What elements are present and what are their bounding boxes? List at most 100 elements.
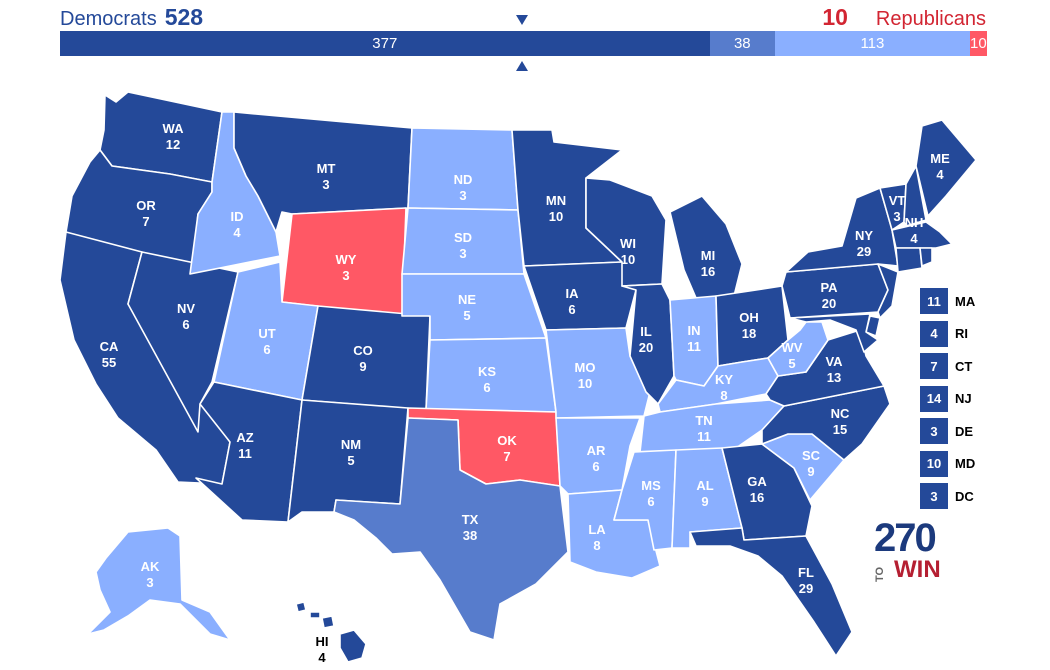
small-state-ev-box[interactable]: 3 — [920, 483, 948, 509]
state-label-VA-ev: 13 — [827, 370, 841, 385]
state-label-ME-ev: 4 — [936, 167, 944, 182]
state-MO[interactable] — [545, 327, 651, 419]
state-HI[interactable] — [339, 629, 367, 663]
state-label-FL-ev: 29 — [799, 581, 813, 596]
state-label-AK-abbr: AK — [141, 559, 160, 574]
small-state-MD[interactable]: 10 MD — [920, 450, 975, 477]
state-label-UT-ev: 6 — [263, 342, 270, 357]
state-label-HI-abbr: HI — [316, 634, 329, 649]
small-state-ev-box[interactable]: 10 — [920, 450, 948, 477]
state-label-KS-ev: 6 — [483, 380, 490, 395]
state-label-KS-abbr: KS — [478, 364, 496, 379]
state-NY[interactable] — [785, 187, 899, 273]
state-IA[interactable] — [523, 261, 637, 331]
state-label-NH-abbr: NH — [905, 215, 924, 230]
state-label-MI-abbr: MI — [701, 248, 715, 263]
bar-segment-rep[interactable]: 10 — [969, 31, 987, 56]
270towin-logo: 270 TO WIN — [874, 516, 941, 583]
state-label-VT-ev: 3 — [893, 209, 900, 224]
midpoint-marker-bottom-icon — [516, 61, 528, 71]
small-state-DC[interactable]: 3 DC — [920, 483, 975, 509]
democrats-header: Democrats 528 — [60, 4, 203, 31]
state-label-GA-ev: 16 — [750, 490, 764, 505]
state-label-NE-ev: 5 — [463, 308, 470, 323]
state-label-NM-abbr: NM — [341, 437, 361, 452]
state-label-NC-abbr: NC — [831, 406, 850, 421]
state-WV[interactable] — [767, 321, 829, 377]
state-label-LA-abbr: LA — [588, 522, 606, 537]
state-CT[interactable] — [895, 247, 923, 273]
state-label-IL-ev: 20 — [639, 340, 653, 355]
small-state-name: MA — [955, 293, 976, 309]
state-label-WY-ev: 3 — [342, 268, 349, 283]
small-state-RI[interactable]: 4 RI — [920, 320, 975, 347]
state-label-NY-ev: 29 — [857, 244, 871, 259]
state-label-CO-ev: 9 — [359, 359, 366, 374]
state-label-ND-abbr: ND — [454, 172, 473, 187]
state-label-ID-ev: 4 — [233, 225, 241, 240]
state-label-PA-ev: 20 — [822, 296, 836, 311]
state-label-AR-ev: 6 — [592, 459, 599, 474]
bar-segment-safe-dem[interactable]: 377 — [60, 31, 710, 56]
republicans-total: 10 — [822, 4, 848, 30]
democrats-total: 528 — [164, 4, 204, 30]
bar-segment-likely-dem[interactable]: 38 — [709, 31, 776, 56]
state-label-HI-ev: 4 — [318, 650, 326, 665]
state-label-NY-abbr: NY — [855, 228, 873, 243]
small-state-name: NJ — [955, 391, 972, 406]
state-label-PA-abbr: PA — [820, 280, 838, 295]
state-label-OR-abbr: OR — [136, 198, 156, 213]
small-state-DE[interactable]: 3 DE — [920, 418, 975, 444]
state-AK[interactable] — [87, 527, 231, 641]
state-TX[interactable] — [333, 417, 569, 641]
state-label-IL-abbr: IL — [640, 324, 652, 339]
state-label-NM-ev: 5 — [347, 453, 354, 468]
state-MI[interactable] — [669, 195, 743, 299]
state-label-NE-abbr: NE — [458, 292, 476, 307]
small-state-name: RI — [955, 326, 968, 341]
state-label-WA-abbr: WA — [163, 121, 185, 136]
state-label-AL-ev: 9 — [701, 494, 708, 509]
hawaii-island-oahu — [295, 601, 307, 613]
state-label-OK-abbr: OK — [497, 433, 517, 448]
state-ME[interactable] — [915, 119, 977, 217]
state-label-SC-ev: 9 — [807, 464, 814, 479]
state-label-SD-ev: 3 — [459, 246, 466, 261]
state-label-VA-abbr: VA — [825, 354, 843, 369]
bar-segment-lean-dem[interactable]: 113 — [775, 31, 970, 56]
state-label-CA-ev: 55 — [102, 355, 116, 370]
state-label-WY-abbr: WY — [336, 252, 357, 267]
state-NH[interactable] — [903, 165, 927, 227]
small-state-CT[interactable]: 7 CT — [920, 353, 975, 379]
state-label-CO-abbr: CO — [353, 343, 373, 358]
state-label-CA-abbr: CA — [100, 339, 119, 354]
state-label-AK-ev: 3 — [146, 575, 153, 590]
state-label-NC-ev: 15 — [833, 422, 847, 437]
state-label-LA-ev: 8 — [593, 538, 600, 553]
small-state-MA[interactable]: 11 MA — [920, 288, 975, 314]
state-RI[interactable] — [919, 247, 933, 267]
state-label-MI-ev: 16 — [701, 264, 715, 279]
small-state-ev-box[interactable]: 14 — [920, 385, 948, 412]
state-label-AZ-abbr: AZ — [236, 430, 253, 445]
state-label-OR-ev: 7 — [142, 214, 149, 229]
state-label-WI-ev: 10 — [621, 252, 635, 267]
small-state-ev-box[interactable]: 7 — [920, 353, 948, 379]
state-label-OH-abbr: OH — [739, 310, 759, 325]
small-state-ev-box[interactable]: 11 — [920, 288, 948, 314]
midpoint-marker-top-icon — [516, 15, 528, 25]
state-CO[interactable] — [301, 305, 431, 411]
small-state-ev-box[interactable]: 3 — [920, 418, 948, 444]
hawaii-island-molokai — [309, 611, 321, 619]
state-label-ID-abbr: ID — [231, 209, 244, 224]
state-label-TN-ev: 11 — [697, 429, 711, 444]
state-label-TN-abbr: TN — [695, 413, 712, 428]
republicans-label: Republicans — [875, 8, 986, 30]
state-MD[interactable] — [789, 313, 879, 353]
small-state-NJ[interactable]: 14 NJ — [920, 385, 975, 412]
state-FL[interactable] — [689, 527, 853, 657]
small-state-ev-box[interactable]: 4 — [920, 320, 948, 347]
state-label-VT-abbr: VT — [889, 193, 906, 208]
state-label-MT-abbr: MT — [317, 161, 336, 176]
hawaii-island-maui — [321, 615, 335, 629]
